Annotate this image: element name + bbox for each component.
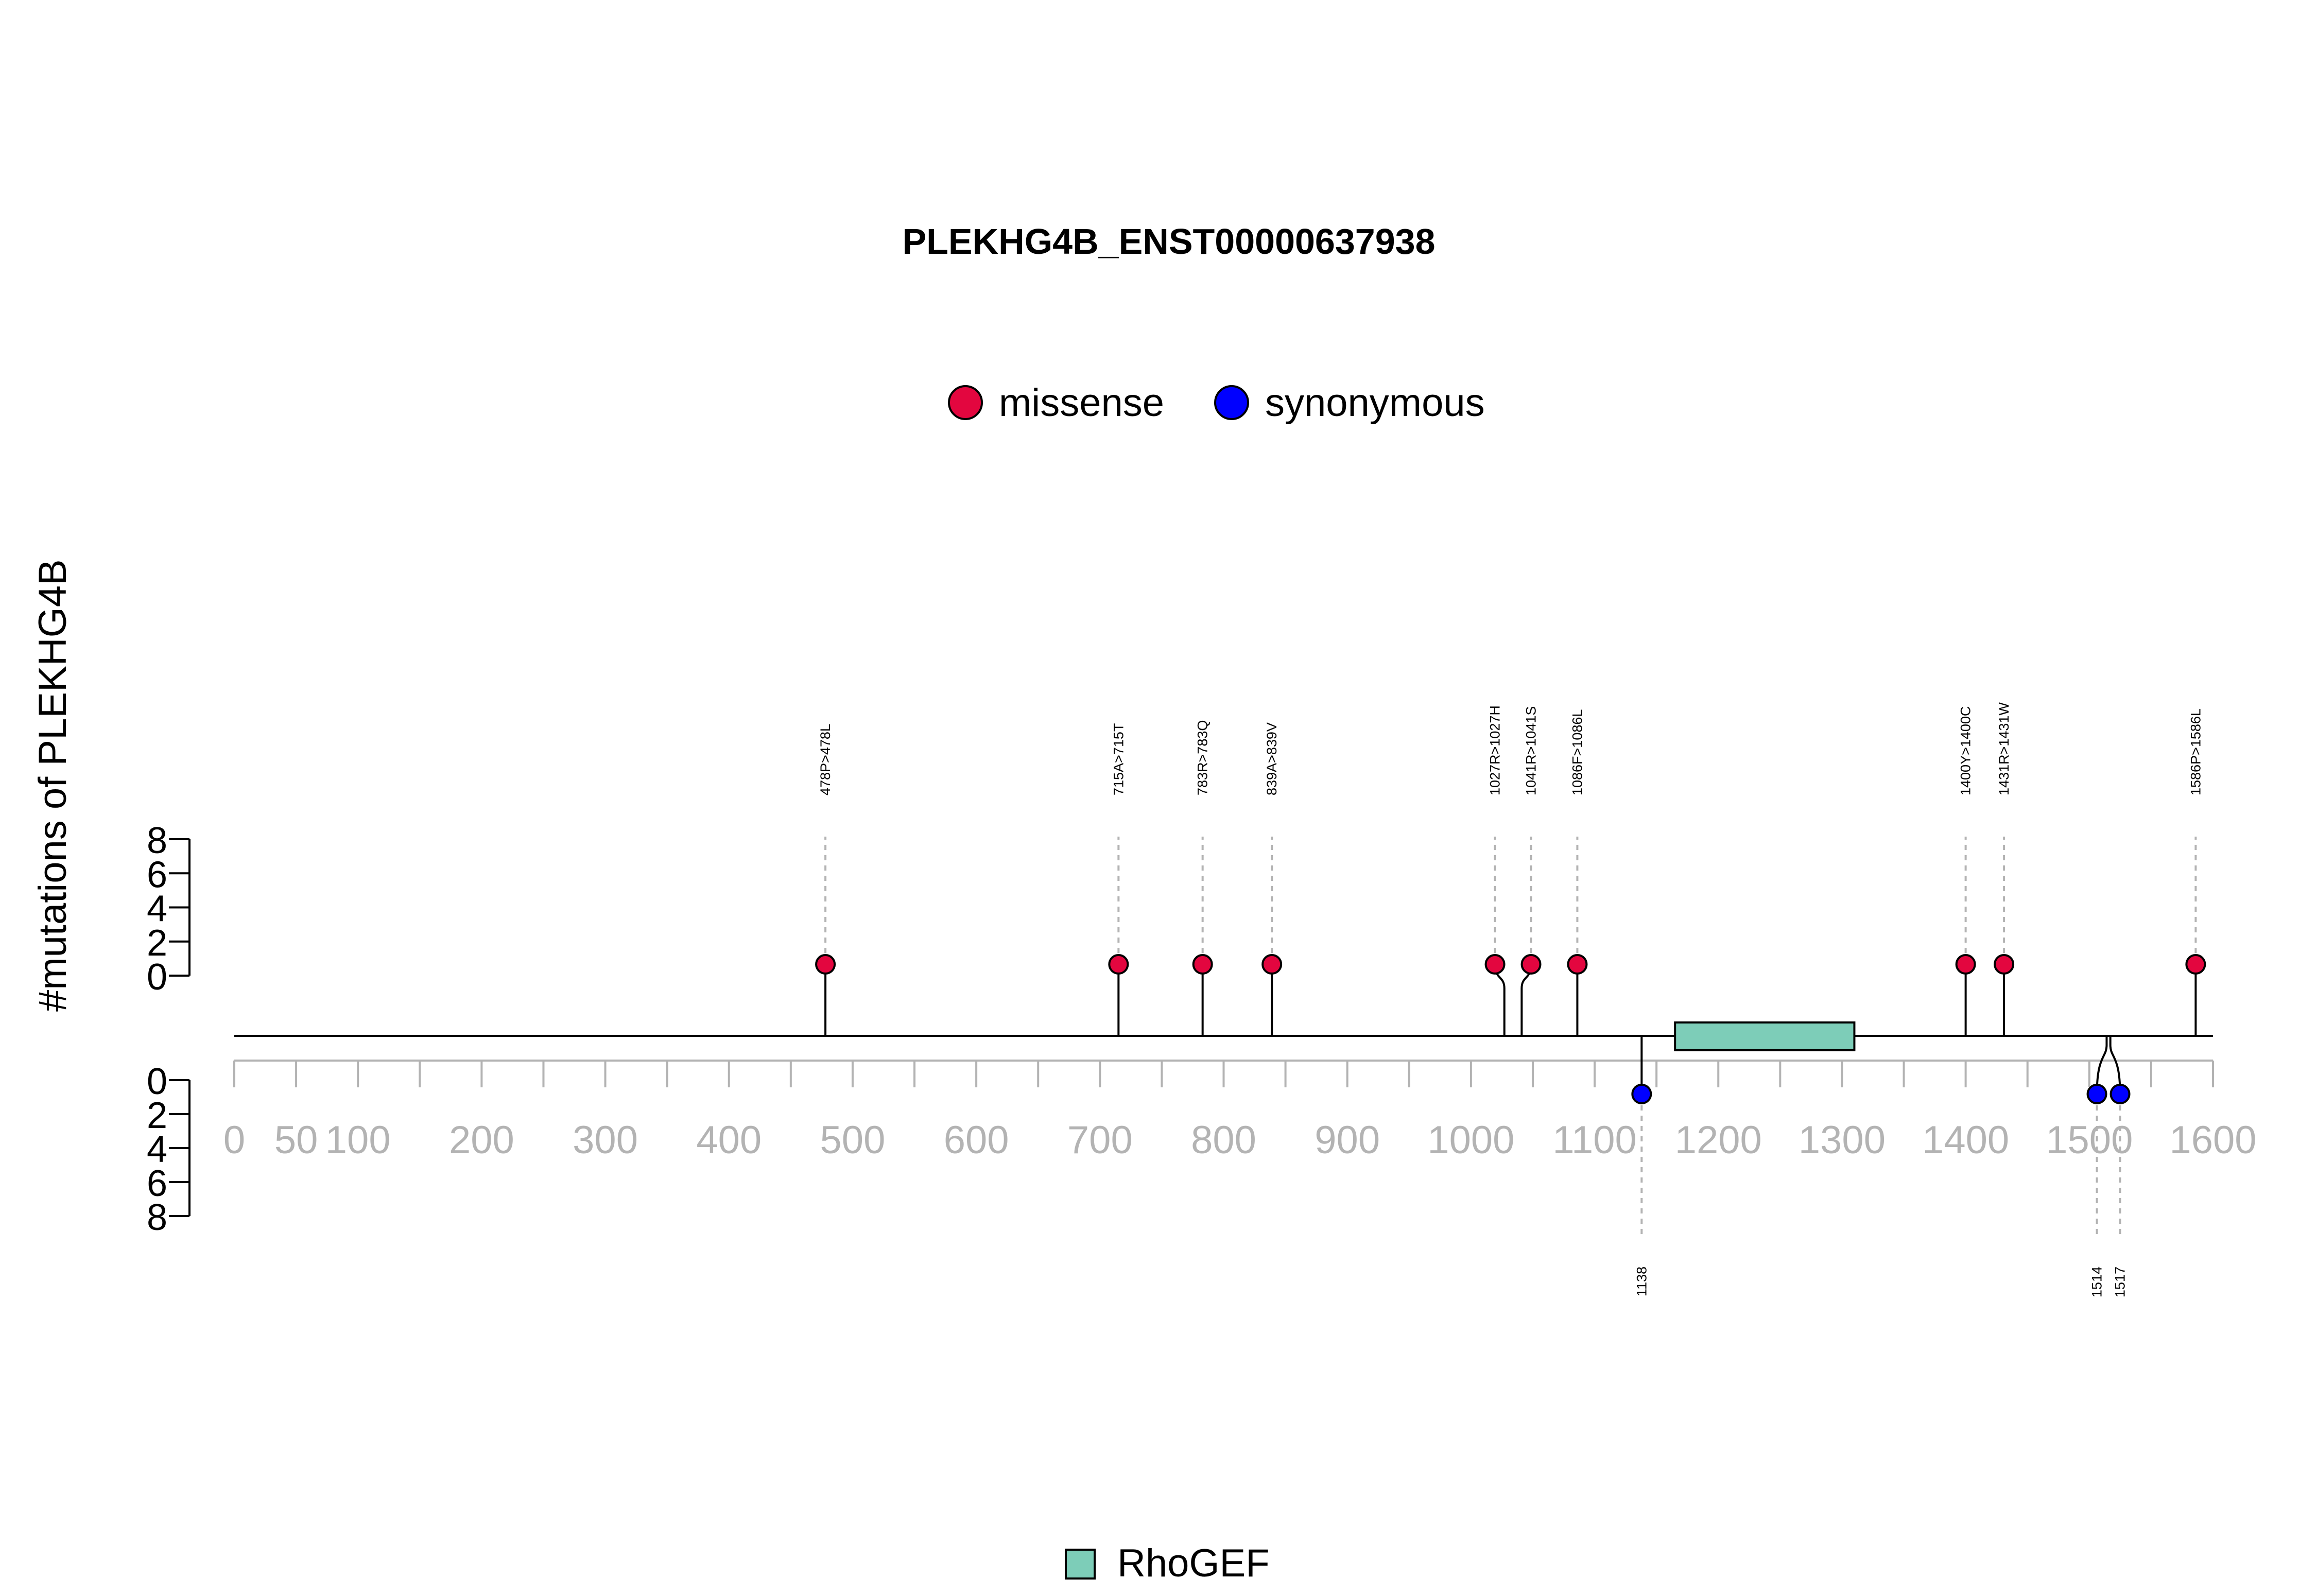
y-tick-label-upper: 6 <box>147 854 167 895</box>
domain-legend: RhoGEF <box>1065 1541 1270 1585</box>
mutation-label: 715A>715T <box>1111 723 1126 795</box>
y-tick-label-lower: 2 <box>147 1095 167 1136</box>
mutation-point <box>2109 1084 2131 1104</box>
x-tick-label: 300 <box>573 1118 638 1162</box>
y-tick-label-upper: 2 <box>147 923 167 964</box>
mutation-label: 1138 <box>1634 1267 1649 1296</box>
y-tick-label-upper: 4 <box>147 889 167 930</box>
x-tick-label: 1400 <box>1922 1118 2009 1162</box>
x-tick-label: 800 <box>1191 1118 1256 1162</box>
x-tick-label: 50 <box>274 1118 318 1162</box>
y-axis-label: #mutations of PLEKHG4B <box>31 559 75 1012</box>
legend: missense synonymous <box>948 381 1485 425</box>
x-tick-label: 1000 <box>1427 1118 1514 1162</box>
x-tick-label: 200 <box>449 1118 514 1162</box>
x-tick-label: 500 <box>820 1118 886 1162</box>
y-tick-label-lower: 6 <box>147 1163 167 1204</box>
plot-area: 0 50 100 200 300 400 500 600 700 800 900 1000 1100 12… <box>147 702 2257 1297</box>
mutation-point <box>815 954 836 975</box>
mutation-point <box>2086 1084 2107 1104</box>
domain-legend-swatch <box>1065 1549 1096 1580</box>
mutation-stem <box>2096 1036 2108 1095</box>
mutation-label: 1517 <box>2113 1267 2128 1297</box>
mutation-point <box>1484 954 1506 975</box>
x-tick-label: 400 <box>696 1118 762 1162</box>
mutation-label: 1086F>1086L <box>1569 709 1585 795</box>
x-tick-label: 1600 <box>2169 1118 2256 1162</box>
x-tick-label: 1200 <box>1675 1118 1762 1162</box>
mutation-label: 1514 <box>2089 1267 2105 1297</box>
domain-legend-label: RhoGEF <box>1117 1541 1270 1585</box>
mutation-label: 1027R>1027H <box>1488 705 1503 795</box>
mutation-point <box>1994 954 2015 975</box>
y-tick-label-lower: 0 <box>147 1061 167 1102</box>
legend-label-synonymous: synonymous <box>1265 381 1485 425</box>
x-tick-label: 600 <box>944 1118 1009 1162</box>
y-tick-label-lower: 4 <box>147 1129 167 1170</box>
mutation-label: 1431R>1431W <box>1996 702 2012 795</box>
mutation-point <box>2185 954 2206 975</box>
x-tick-label: 1100 <box>1552 1118 1636 1162</box>
domain-rhogef <box>1674 1021 1856 1051</box>
mutation-point <box>1261 954 1283 975</box>
y-tick-label-upper: 8 <box>147 820 167 861</box>
mutation-label: 1586P>1586L <box>2188 708 2203 795</box>
y-tick-label-lower: 8 <box>147 1197 167 1238</box>
mutation-point <box>1955 954 1976 975</box>
x-tick-label: 0 <box>223 1118 245 1162</box>
x-tick-label: 1300 <box>1799 1118 1886 1162</box>
x-tick-label: 900 <box>1315 1118 1380 1162</box>
chart-title: PLEKHG4B_ENST00000637938 <box>902 221 1435 262</box>
mutation-point <box>1192 954 1213 975</box>
legend-label-missense: missense <box>999 381 1164 425</box>
x-tick-label: 1500 <box>2046 1118 2133 1162</box>
mutation-point <box>1631 1084 1652 1104</box>
x-tick-label: 100 <box>325 1118 391 1162</box>
legend-marker-missense <box>948 385 983 420</box>
mutation-label: 839A>839V <box>1264 722 1279 795</box>
mutation-stem <box>2109 1036 2121 1095</box>
y-tick-label-upper: 0 <box>147 957 167 998</box>
x-tick-label: 700 <box>1067 1118 1133 1162</box>
mutation-point <box>1108 954 1129 975</box>
mutation-label: 783R>783Q <box>1195 720 1211 795</box>
mutation-point <box>1520 954 1542 975</box>
mutation-label: 1400Y>1400C <box>1958 706 1974 795</box>
legend-marker-synonymous <box>1214 385 1249 420</box>
mutation-label: 1041R>1041S <box>1524 706 1539 795</box>
mutation-label: 478P>478L <box>818 724 833 795</box>
mutation-point <box>1567 954 1588 975</box>
